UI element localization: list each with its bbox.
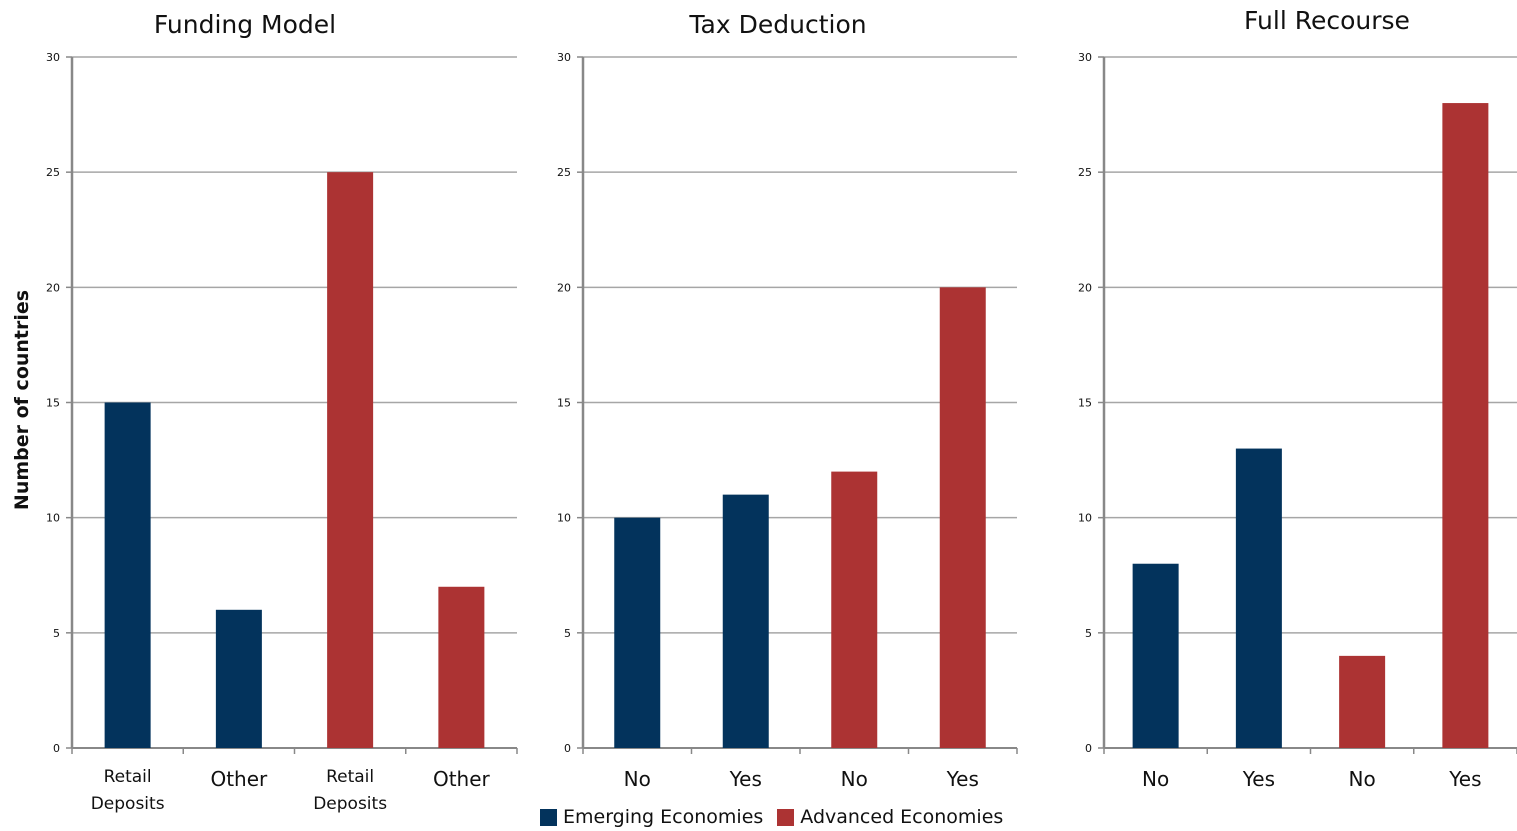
y-tick-label: 5 [53,627,60,640]
legend-label-emerging: Emerging Economies [563,806,764,828]
legend-item-advanced: Advanced Economies [777,806,1003,828]
x-tick-label: No [1142,767,1169,791]
bar [1235,448,1282,748]
x-tick-label: No [1349,767,1376,791]
bar [939,287,986,748]
y-tick-label: 0 [564,742,571,755]
y-tick-label: 25 [557,166,571,179]
bar [438,586,485,748]
x-tick-label: Other [210,767,268,791]
y-tick-label: 10 [557,512,571,525]
legend: Emerging Economies Advanced Economies [540,803,1017,831]
bar [104,402,151,748]
y-axis-label: Number of countries [11,290,33,510]
y-tick-label: 30 [557,51,571,64]
bar [1339,655,1386,748]
bar [1132,563,1179,748]
y-tick-label: 10 [1078,512,1092,525]
legend-swatch-advanced [777,808,795,826]
y-tick-label: 15 [557,397,571,410]
y-tick-label: 5 [1085,627,1092,640]
y-tick-label: 30 [46,51,60,64]
legend-swatch-emerging [540,808,557,826]
x-tick-label: Yes [729,767,762,791]
y-tick-label: 15 [46,397,60,410]
chart-title: Funding Model [154,10,336,39]
y-tick-label: 20 [1078,281,1092,294]
x-tick-label: Retail [326,767,374,787]
bar [327,172,374,748]
y-tick-label: 20 [46,281,60,294]
x-tick-label: Deposits [91,794,165,814]
bar [831,471,878,748]
x-tick-label: Yes [1448,767,1481,791]
x-tick-label: No [624,767,651,791]
y-tick-label: 0 [53,742,60,755]
chart-title: Full Recourse [1244,6,1410,35]
bar [722,494,769,748]
legend-label-advanced: Advanced Economies [800,806,1004,828]
x-tick-label: Deposits [313,794,387,814]
y-tick-label: 25 [46,166,60,179]
x-tick-label: Other [433,767,491,791]
y-tick-label: 0 [1085,742,1092,755]
x-tick-label: Yes [946,767,979,791]
x-tick-label: No [841,767,868,791]
bar [614,517,661,748]
y-tick-label: 30 [1078,51,1092,64]
y-tick-label: 15 [1078,397,1092,410]
y-tick-label: 5 [564,627,571,640]
x-tick-label: Retail [104,767,152,787]
y-tick-label: 20 [557,281,571,294]
legend-item-emerging: Emerging Economies [540,806,763,828]
bar [1442,103,1489,749]
y-tick-label: 10 [46,512,60,525]
chart-title: Tax Deduction [688,10,866,39]
y-tick-label: 25 [1078,166,1092,179]
x-tick-label: Yes [1242,767,1275,791]
bar [215,609,262,748]
